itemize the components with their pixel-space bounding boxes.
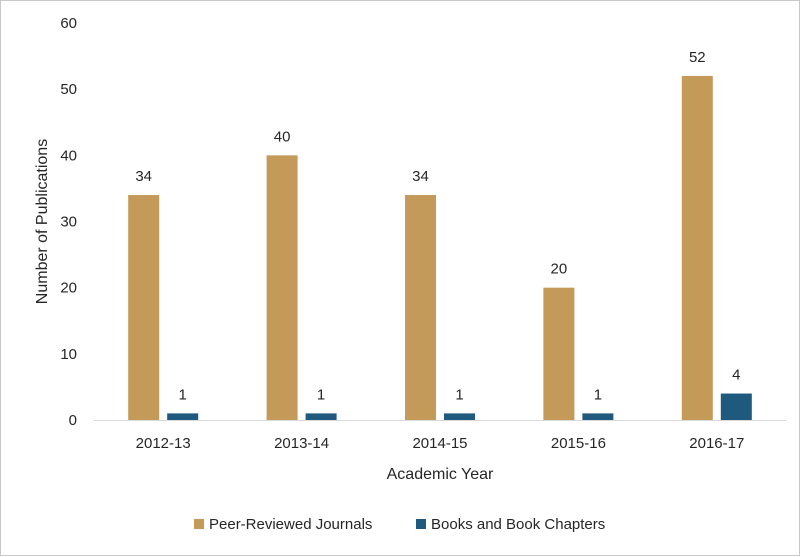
x-tick-label: 2012-13	[136, 435, 191, 452]
data-label: 40	[274, 128, 291, 145]
bars: 34 1 40 1 34 1 20 1 52 4	[128, 49, 752, 421]
y-tick-label: 0	[69, 412, 77, 429]
data-label: 1	[594, 386, 602, 403]
legend: Peer-Reviewed Journals Books and Book Cha…	[194, 516, 605, 533]
data-label: 52	[689, 49, 706, 66]
x-tick-label: 2016-17	[689, 435, 744, 452]
bar-journals-2012-13	[128, 195, 160, 420]
legend-swatch	[194, 519, 204, 529]
x-axis-title: Academic Year	[387, 466, 494, 483]
data-label: 1	[179, 386, 187, 403]
y-tick-label: 20	[60, 280, 77, 297]
x-tick-label: 2015-16	[551, 435, 606, 452]
data-label: 4	[732, 367, 740, 384]
x-tick-label: 2014-15	[412, 435, 467, 452]
legend-swatch	[416, 519, 426, 529]
y-axis-title: Number of Publications	[34, 139, 51, 304]
bar-journals-2013-14	[266, 155, 298, 421]
x-tick-label: 2013-14	[274, 435, 329, 452]
bar-journals-2015-16	[543, 287, 575, 420]
legend-label: Books and Book Chapters	[431, 516, 605, 533]
bar-journals-2016-17	[681, 75, 713, 420]
y-tick-label: 30	[60, 214, 77, 231]
legend-label: Peer-Reviewed Journals	[209, 516, 372, 533]
y-tick-label: 40	[60, 147, 77, 164]
data-label: 1	[317, 386, 325, 403]
data-label: 34	[135, 168, 152, 185]
bar-journals-2014-15	[405, 195, 436, 420]
x-axis-ticks: 2012-13 2013-14 2014-15 2015-16 2016-17	[136, 435, 745, 452]
bar-books-2014-15	[444, 413, 475, 420]
y-tick-label: 10	[60, 346, 77, 363]
bar-books-2015-16	[582, 413, 614, 420]
data-label: 20	[551, 261, 568, 278]
bar-books-2013-14	[305, 413, 337, 420]
data-label: 1	[455, 386, 463, 403]
data-label: 34	[412, 168, 429, 185]
bar-books-2016-17	[720, 393, 752, 420]
y-tick-label: 60	[60, 15, 77, 32]
bar-books-2012-13	[167, 413, 199, 420]
y-tick-label: 50	[60, 81, 77, 98]
y-axis-ticks: 0 10 20 30 40 50 60	[60, 15, 77, 429]
